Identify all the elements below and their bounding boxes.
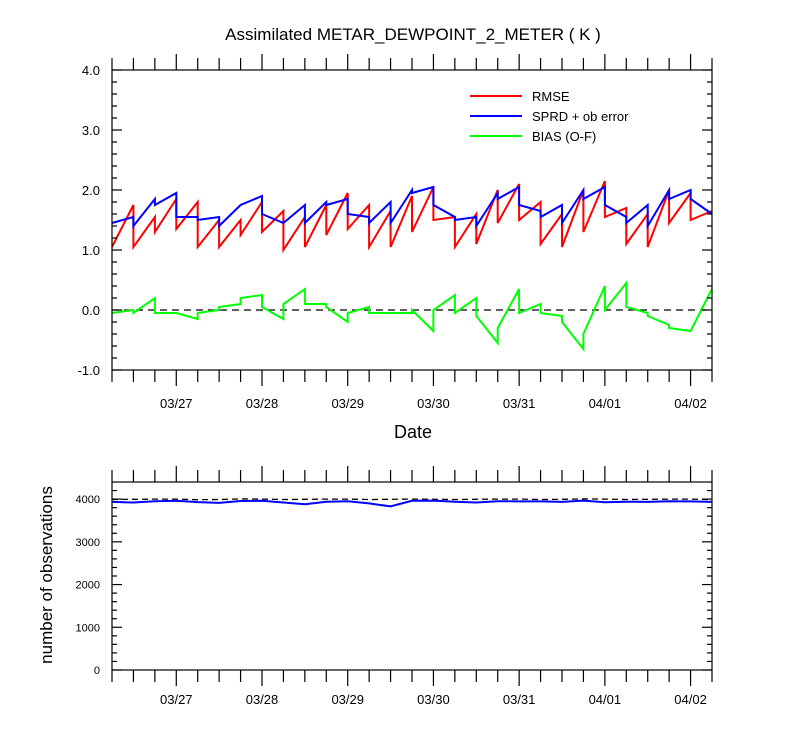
y-tick-label: 4.0	[82, 63, 100, 78]
y-axis-label: number of observations	[37, 486, 56, 664]
count-x-axis: 03/27 03/28 03/29 03/30 03/31 04/01 04/02	[111, 466, 713, 707]
count-x-tick-label: 03/30	[417, 692, 450, 707]
observation-count-chart: 03/27 03/28 03/29 03/30 03/31 04/01 04/02 4000…	[37, 466, 713, 707]
x-tick-label: 04/01	[589, 396, 622, 411]
y-tick-label: 2.0	[82, 183, 100, 198]
count-x-tick-label: 03/27	[160, 692, 193, 707]
count-x-tick-label: 04/01	[589, 692, 622, 707]
count-y-tick-label: 1000	[76, 622, 100, 634]
x-axis-label: Date	[394, 422, 432, 442]
legend: RMSE SPRD + ob error BIAS (O-F)	[470, 89, 629, 144]
legend-label-2: BIAS (O-F)	[532, 129, 596, 144]
y-tick-label: 1.0	[82, 243, 100, 258]
count-x-tick-label: 03/28	[246, 692, 279, 707]
error-chart: Assimilated METAR_DEWPOINT_2_METER ( K )…	[78, 25, 713, 442]
legend-label-1: SPRD + ob error	[532, 109, 629, 124]
count-x-tick-label: 04/02	[674, 692, 707, 707]
count-series-line-1	[111, 499, 713, 508]
x-tick-label: 03/31	[503, 396, 536, 411]
y-tick-label: 3.0	[82, 123, 100, 138]
x-tick-label: 03/29	[331, 396, 364, 411]
series-line-1	[111, 185, 713, 230]
error-x-axis: 03/27 03/28 03/29 03/30 03/31 04/01 04/02	[111, 54, 713, 411]
series-line-2	[111, 280, 713, 352]
y-tick-label: 0.0	[82, 303, 100, 318]
count-plot-frame	[111, 481, 713, 671]
legend-label-0: RMSE	[532, 89, 570, 104]
count-y-tick-label: 3000	[76, 537, 100, 549]
count-plot-area	[111, 481, 713, 671]
y-tick-label: -1.0	[78, 363, 100, 378]
x-tick-label: 03/30	[417, 396, 450, 411]
count-y-tick-label: 2000	[76, 580, 100, 592]
count-y-tick-label: 4000	[76, 494, 100, 506]
x-tick-label: 03/28	[246, 396, 279, 411]
count-series-line-0	[111, 498, 713, 501]
error-y-axis: 4.0 3.0 2.0 1.0 0.0 -1.0	[78, 63, 712, 378]
chart-title: Assimilated METAR_DEWPOINT_2_METER ( K )	[225, 25, 601, 44]
count-y-tick-label: 0	[94, 665, 100, 677]
x-tick-label: 04/02	[674, 396, 707, 411]
x-tick-label: 03/27	[160, 396, 193, 411]
count-x-tick-label: 03/29	[331, 692, 364, 707]
count-y-axis: 4000 3000 2000 1000 0	[76, 489, 712, 677]
count-x-tick-label: 03/31	[503, 692, 536, 707]
